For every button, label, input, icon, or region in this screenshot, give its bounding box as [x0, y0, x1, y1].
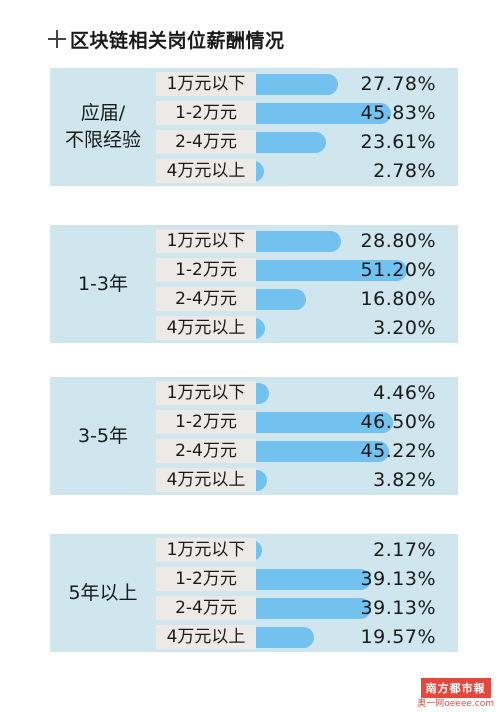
panel-group-2: 1-3年 1万元以下 28.80% 1-2万元 51.20% 2-4万元 16.80% 4万元…	[50, 225, 458, 343]
data-label: 45.22%	[360, 440, 436, 462]
bar-row: 4万元以上 19.57%	[156, 624, 458, 650]
watermark-sub: 奥一网oeeee.com	[417, 699, 494, 709]
category-label: 1-2万元	[156, 258, 256, 282]
category-label: 4万元以上	[156, 316, 256, 340]
bar	[244, 289, 306, 310]
bar	[244, 231, 341, 252]
data-label: 46.50%	[360, 411, 436, 433]
data-label: 39.13%	[360, 568, 436, 590]
data-label: 2.78%	[373, 160, 436, 182]
bar-row: 2-4万元 23.61%	[156, 129, 458, 155]
bar-row: 1万元以下 27.78%	[156, 71, 458, 97]
category-label: 2-4万元	[156, 287, 256, 311]
category-label: 2-4万元	[156, 130, 256, 154]
plus-icon	[48, 30, 66, 48]
bar	[244, 569, 372, 590]
category-label: 1万元以下	[156, 229, 256, 253]
category-label: 2-4万元	[156, 439, 256, 463]
group-label: 应届/ 不限经验	[64, 102, 141, 151]
data-label: 23.61%	[360, 131, 436, 153]
bar-row: 4万元以上 3.82%	[156, 467, 458, 493]
data-label: 27.78%	[360, 73, 436, 95]
data-label: 3.20%	[373, 317, 436, 339]
chart-title-text: 区块链相关岗位薪酬情况	[70, 29, 285, 52]
data-label: 16.80%	[360, 288, 436, 310]
bar-row: 1万元以下 2.17%	[156, 537, 458, 563]
bar-row: 4万元以上 2.78%	[156, 158, 458, 184]
bar-row: 2-4万元 39.13%	[156, 595, 458, 621]
bar	[244, 598, 372, 619]
category-label: 1万元以下	[156, 538, 256, 562]
group-label: 3-5年	[77, 424, 129, 447]
bar	[244, 412, 394, 433]
bar-row: 4万元以上 3.20%	[156, 315, 458, 341]
group-label: 1-3年	[77, 272, 129, 295]
bar-row: 1-2万元 51.20%	[156, 257, 458, 283]
bar-row: 1-2万元 45.83%	[156, 100, 458, 126]
category-label: 4万元以上	[156, 625, 256, 649]
data-label: 28.80%	[360, 230, 436, 252]
bar	[244, 132, 326, 153]
bar	[244, 260, 408, 281]
category-label: 1-2万元	[156, 410, 256, 434]
bar	[244, 627, 314, 648]
data-label: 51.20%	[360, 259, 436, 281]
panel-group-1: 应届/ 不限经验 1万元以下 27.78% 1-2万元 45.83% 2-4万元 23.61…	[50, 68, 458, 186]
watermark-logo: 南方都市報	[420, 678, 491, 698]
bar	[244, 74, 338, 95]
data-label: 39.13%	[360, 597, 436, 619]
bar-row: 1万元以下 4.46%	[156, 380, 458, 406]
bar-row: 1-2万元 39.13%	[156, 566, 458, 592]
data-label: 3.82%	[373, 469, 436, 491]
category-label: 4万元以上	[156, 468, 256, 492]
data-label: 45.83%	[360, 102, 436, 124]
category-label: 1万元以下	[156, 72, 256, 96]
watermark: 南方都市報 奥一网oeeee.com	[417, 677, 494, 710]
panel-group-4: 5年以上 1万元以下 2.17% 1-2万元 39.13% 2-4万元 39.13% 4万元以…	[50, 534, 458, 652]
data-label: 2.17%	[373, 539, 436, 561]
bar	[244, 103, 392, 124]
category-label: 1-2万元	[156, 567, 256, 591]
category-label: 1-2万元	[156, 101, 256, 125]
bar	[244, 441, 390, 462]
panel-group-3: 3-5年 1万元以下 4.46% 1-2万元 46.50% 2-4万元 45.22% 4万元以…	[50, 377, 458, 495]
category-label: 2-4万元	[156, 596, 256, 620]
bar-row: 1万元以下 28.80%	[156, 228, 458, 254]
bar-row: 1-2万元 46.50%	[156, 409, 458, 435]
category-label: 1万元以下	[156, 381, 256, 405]
group-label: 5年以上	[68, 581, 138, 604]
data-label: 4.46%	[373, 382, 436, 404]
chart-title: 区块链相关岗位薪酬情况	[48, 24, 285, 54]
data-label: 19.57%	[360, 626, 436, 648]
bar-row: 2-4万元 16.80%	[156, 286, 458, 312]
bar-row: 2-4万元 45.22%	[156, 438, 458, 464]
category-label: 4万元以上	[156, 159, 256, 183]
